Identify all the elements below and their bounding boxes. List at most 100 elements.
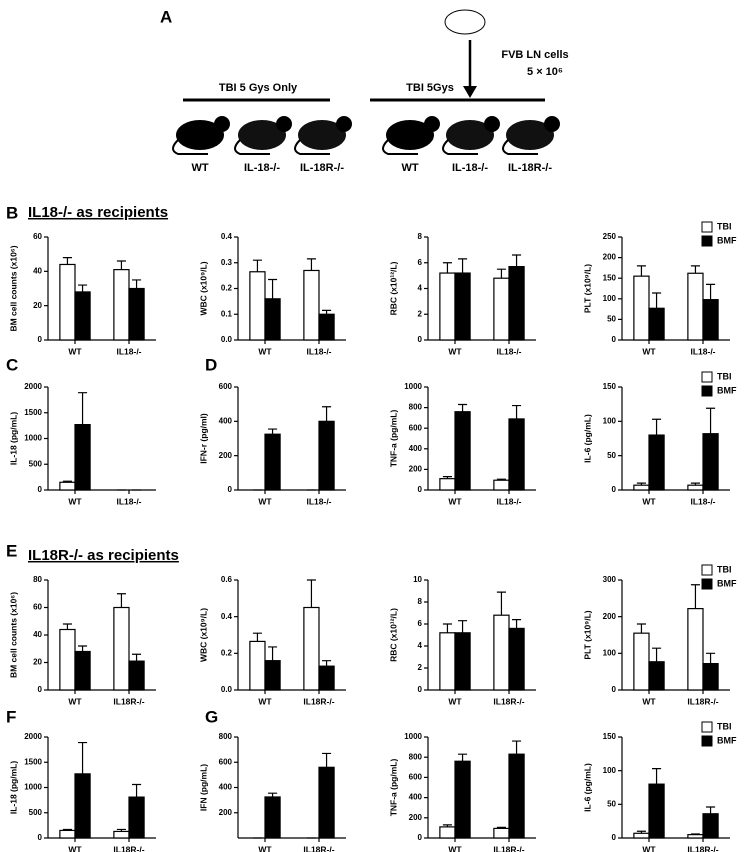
y-tick-label: 500 [29,459,43,468]
legend-label: BMF [717,735,737,745]
y-tick-label: 0.0 [221,335,233,344]
error-bar [458,403,468,412]
y-tick-label: 150 [603,273,617,282]
x-tick-label: IL18-/- [116,496,141,506]
bar [454,411,471,491]
bar [264,433,281,491]
y-tick-label: 1000 [404,382,422,391]
group-title: TBI 5 Gys Only [219,82,298,94]
error-bar [116,593,126,608]
y-tick-label: 2000 [24,382,42,391]
y-tick-label: 8 [418,232,423,241]
bar [439,272,456,341]
transfer-label: FVB LN cells [501,49,568,61]
error-bar [306,579,316,608]
mouse-icon [298,120,346,150]
transfer-label: 5 × 10⁶ [527,66,563,78]
y-tick-label: 600 [219,757,233,766]
error-bar [496,826,506,829]
x-tick-label: WT [448,346,462,356]
x-tick-label: WT [642,496,656,506]
error-bar [652,418,662,436]
error-bar [458,753,468,762]
bar [702,813,719,839]
panel-letter: D [205,355,217,374]
bar [702,662,719,691]
error-bar [306,258,316,271]
x-tick-label: IL18R-/- [687,696,718,706]
x-tick-label: IL18-/- [116,346,141,356]
y-tick-label: 20 [33,301,42,310]
y-tick-label: 0 [38,833,43,842]
error-bar [636,482,646,486]
error-bar [268,278,278,299]
x-tick-label: IL18R-/- [687,844,718,852]
y-tick-label: 10 [413,575,422,584]
error-bar [268,646,278,661]
y-tick-label: 6 [418,258,423,267]
x-tick-label: WT [258,844,272,852]
error-bar [78,645,88,652]
bar [59,829,76,839]
mouse-label: WT [401,162,418,174]
error-bar [636,623,646,634]
y-tick-label: 800 [219,732,233,741]
bar [493,277,510,341]
y-tick-label: 150 [603,732,617,741]
y-tick-label: 100 [603,766,617,775]
x-tick-label: IL18R-/- [113,696,144,706]
legend-swatch [701,721,713,733]
error-bar [132,653,142,662]
error-bar [690,584,700,609]
donor-mouse [444,9,486,35]
mouse-icon [176,120,224,150]
legend-swatch [701,371,713,383]
error-bar [252,259,262,272]
error-bar [322,660,332,667]
bar [493,614,510,691]
bar [687,834,704,839]
bar [633,832,650,839]
section-title: IL18R-/- as recipients [28,547,179,564]
legend-label: TBI [717,371,732,381]
mouse-head [424,116,440,132]
bar [318,665,335,691]
y-tick-label: 4 [418,284,423,293]
bar [264,298,281,341]
bar [128,796,145,839]
legend-swatch [701,578,713,590]
y-tick-label: 80 [33,575,42,584]
bar [439,632,456,691]
y-axis-label: TNF-a (pg/mL) [388,410,398,468]
y-tick-label: 100 [603,294,617,303]
error-bar [116,828,126,832]
y-tick-label: 0.0 [221,685,233,694]
panel-letter: A [160,7,172,26]
legend-swatch [701,221,713,233]
error-bar [458,258,468,274]
bar [249,271,266,341]
y-tick-label: 200 [409,813,423,822]
bar [633,275,650,341]
y-tick-label: 400 [409,793,423,802]
bar [113,606,130,691]
bar [74,291,91,341]
y-tick-label: 60 [33,603,42,612]
arrow-head [463,86,477,98]
y-tick-label: 100 [603,416,617,425]
y-tick-label: 0 [38,335,43,344]
mouse-head [214,116,230,132]
panel-letter: F [6,707,16,726]
error-bar [268,792,278,797]
y-tick-label: 4 [418,641,423,650]
y-axis-label: IL-6 (pg/mL) [582,414,592,463]
x-tick-label: WT [448,844,462,852]
x-tick-label: WT [642,844,656,852]
y-tick-label: 0 [418,833,423,842]
mouse-label: IL-18R-/- [508,162,552,174]
y-tick-label: 150 [603,382,617,391]
y-tick-label: 400 [219,783,233,792]
mouse-label: IL-18-/- [452,162,488,174]
y-tick-label: 300 [603,575,617,584]
y-tick-label: 500 [29,808,43,817]
